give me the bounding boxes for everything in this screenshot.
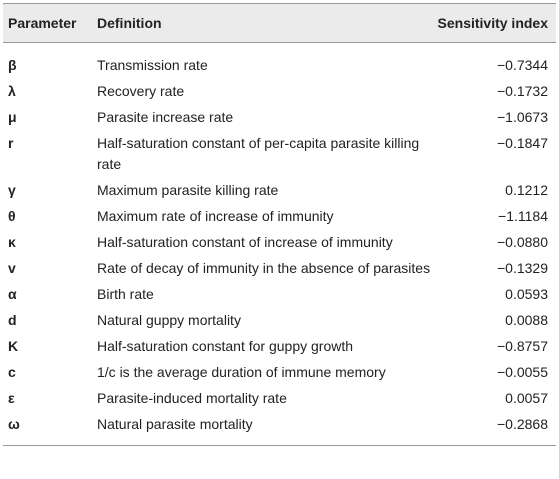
table-cell: Birth rate bbox=[97, 286, 154, 302]
header-cell: Sensitivity index bbox=[437, 15, 548, 31]
table-row: ε Parasite-induced mortality rate 0.0057 bbox=[3, 386, 556, 412]
table: Parameter Definition Sensitivity index β… bbox=[3, 3, 556, 446]
header-cell: Parameter bbox=[8, 15, 77, 31]
table-cell: 1/c is the average duration of immune me… bbox=[97, 364, 386, 380]
table-cell: λ bbox=[8, 83, 16, 99]
table-cell: Transmission rate bbox=[97, 57, 208, 73]
header-cell: Definition bbox=[97, 14, 162, 31]
table-cell: −0.0055 bbox=[497, 364, 548, 380]
table-cell: −0.7344 bbox=[497, 57, 548, 73]
table-cell: β bbox=[8, 57, 17, 73]
table-cell: −0.1329 bbox=[497, 260, 548, 276]
table-cell: Recovery rate bbox=[97, 83, 185, 99]
table-cell: −1.1184 bbox=[498, 208, 548, 224]
table-row: K Half-saturation constant for guppy grow… bbox=[3, 334, 556, 360]
table-cell: Natural parasite mortality bbox=[97, 416, 253, 432]
table-cell: ω bbox=[8, 416, 20, 432]
table-cell: c bbox=[8, 364, 16, 380]
table-cell: 0.1212 bbox=[505, 182, 548, 198]
table-cell: d bbox=[8, 312, 17, 328]
table-cell: Maximum rate of increase of immunity bbox=[97, 208, 334, 224]
table-cell: Half-saturation constant of per-capita p… bbox=[97, 135, 420, 172]
table-cell: −0.2868 bbox=[497, 416, 548, 432]
table-cell: γ bbox=[8, 182, 16, 198]
table-body: β Transmission rate −0.7344 λ Recovery rate −… bbox=[3, 43, 556, 445]
table-row: α Birth rate 0.0593 bbox=[3, 282, 556, 308]
table-row: γ Maximum parasite killing rate 0.1212 bbox=[3, 178, 556, 204]
table-cell: −0.8757 bbox=[497, 338, 548, 354]
table-cell: Natural guppy mortality bbox=[97, 312, 241, 328]
table-cell: r bbox=[8, 135, 14, 151]
table-cell: −0.1732 bbox=[497, 83, 548, 99]
table-row: β Transmission rate −0.7344 bbox=[3, 53, 556, 79]
table-cell: K bbox=[8, 338, 19, 354]
table-cell: Parasite increase rate bbox=[97, 109, 234, 125]
table-row: d Natural guppy mortality 0.0088 bbox=[3, 308, 556, 334]
table-cell: μ bbox=[8, 109, 17, 125]
table-cell: Half-saturation constant for guppy growt… bbox=[97, 338, 354, 354]
table-cell: 0.0057 bbox=[505, 390, 548, 406]
table-cell: ε bbox=[8, 390, 15, 406]
table-row: λ Recovery rate −0.1732 bbox=[3, 79, 556, 105]
table-row: ω Natural parasite mortality −0.2868 bbox=[3, 412, 556, 438]
table-cell: 0.0593 bbox=[505, 286, 548, 302]
table-row: v Rate of decay of immunity in the absenc… bbox=[3, 256, 556, 282]
table-header: Parameter Definition Sensitivity index bbox=[3, 4, 556, 43]
table-cell: θ bbox=[8, 208, 16, 224]
table-cell: κ bbox=[8, 234, 16, 250]
table-row: μ Parasite increase rate −1.0673 bbox=[3, 105, 556, 131]
table-row: r Half-saturation constant of per-capita … bbox=[3, 131, 556, 178]
table-row: c 1/c is the average duration of immune m… bbox=[3, 360, 556, 386]
table-cell: −0.0880 bbox=[497, 234, 548, 250]
table-cell: −0.1847 bbox=[497, 135, 548, 151]
table-cell: 0.0088 bbox=[505, 312, 548, 328]
table-row: κ Half-saturation constant of increase of… bbox=[3, 230, 556, 256]
table-row: θ Maximum rate of increase of immunity −1.… bbox=[3, 204, 556, 230]
table-cell: v bbox=[8, 260, 16, 276]
table-cell: Maximum parasite killing rate bbox=[97, 182, 279, 198]
table-cell: Parasite-induced mortality rate bbox=[97, 390, 287, 406]
table-cell: α bbox=[8, 286, 17, 302]
table-cell: Half-saturation constant of increase of … bbox=[97, 234, 393, 250]
table-cell: −1.0673 bbox=[497, 109, 548, 125]
table-cell: Rate of decay of immunity in the absence… bbox=[97, 260, 431, 276]
